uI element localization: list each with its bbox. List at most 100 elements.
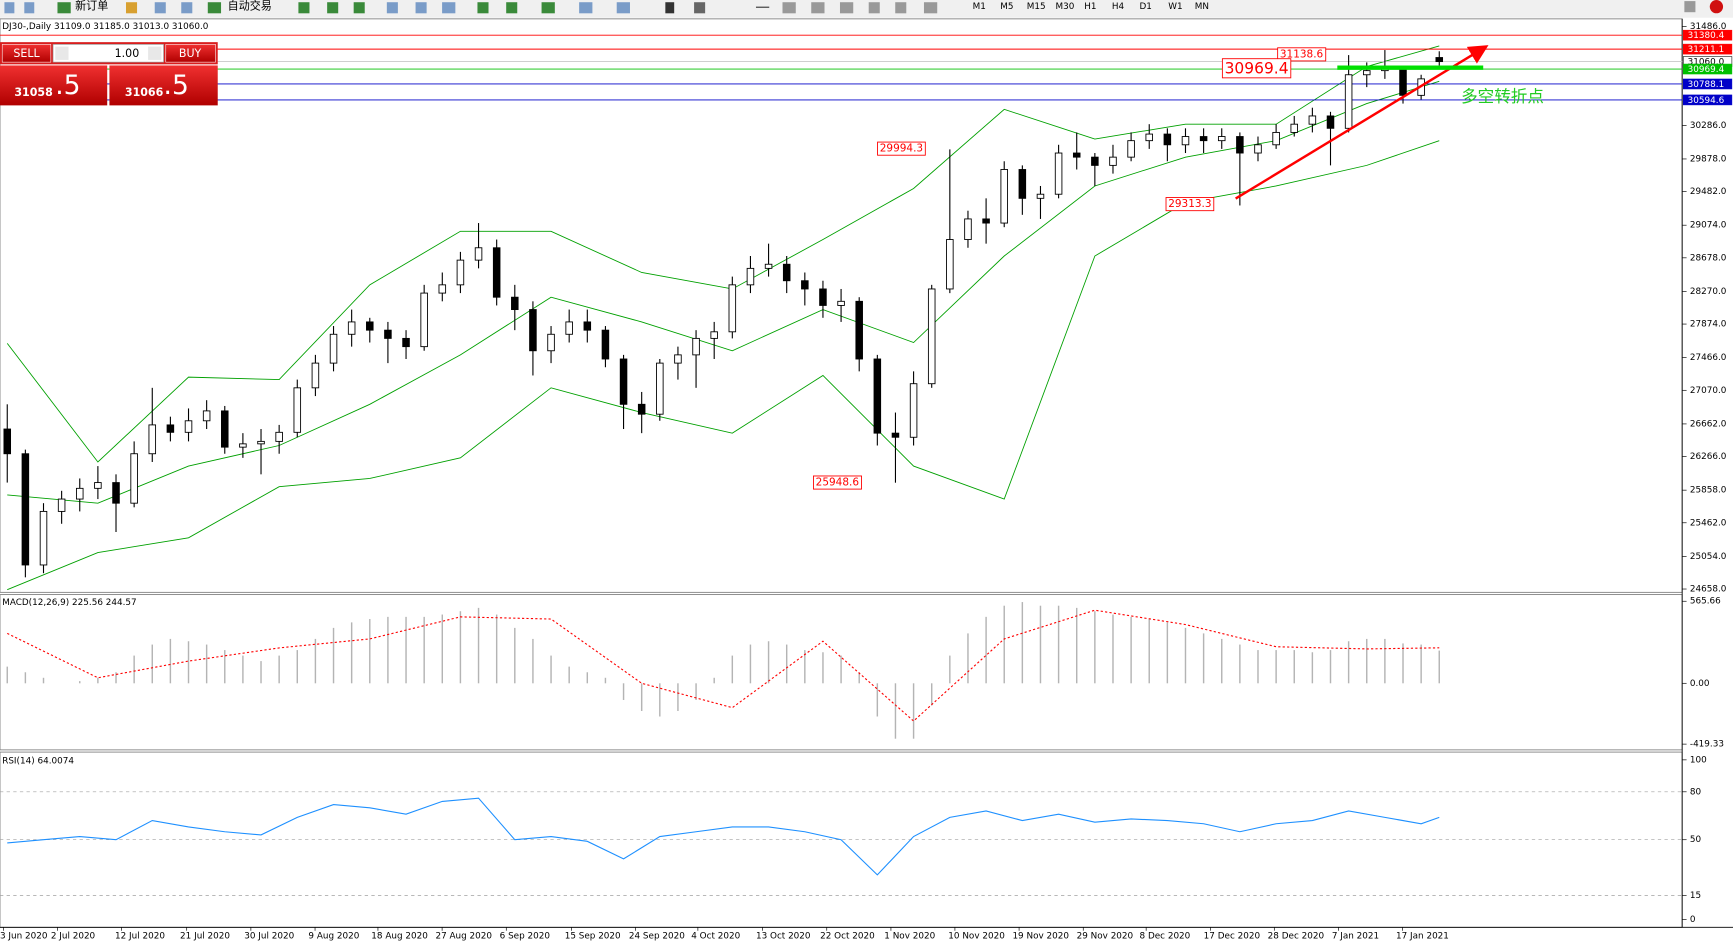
level-label: 30969.4 [1688, 65, 1725, 75]
icon[interactable] [506, 2, 518, 14]
y-tick-label: 565.66 [1690, 597, 1721, 607]
sell-button[interactable] [1, 44, 52, 63]
volume-value[interactable]: 1.00 [115, 47, 140, 60]
candle-body [1163, 133, 1172, 146]
buy-button[interactable] [165, 44, 216, 63]
candle-body [221, 410, 229, 448]
y-tick-label: 29074.0 [1690, 221, 1727, 231]
candle-body [819, 288, 827, 306]
timeframe-button[interactable]: D1 [1139, 2, 1151, 12]
candle-body [456, 259, 465, 286]
icon[interactable] [477, 2, 489, 14]
icon[interactable] [415, 2, 427, 14]
candle-body [529, 309, 537, 352]
candle-body [21, 453, 30, 566]
candle-body [1127, 140, 1135, 158]
y-tick-label: 28678.0 [1690, 253, 1727, 263]
icon[interactable] [4, 2, 15, 14]
sell-price-pip[interactable]: .5 [55, 70, 80, 101]
candle-body [1344, 74, 1353, 129]
volume-input[interactable] [52, 44, 164, 63]
timeframe-button[interactable]: H4 [1112, 2, 1125, 12]
candle-body [927, 288, 936, 385]
icon[interactable] [782, 2, 796, 14]
candle-body [1054, 152, 1063, 195]
timeframe-button[interactable]: M30 [1055, 2, 1074, 12]
icon[interactable] [541, 2, 555, 14]
candle-body [837, 300, 845, 306]
volume-up[interactable] [148, 46, 162, 60]
y-tick-label: 25054.0 [1690, 552, 1727, 562]
level-label: 31380.4 [1688, 31, 1725, 41]
icon[interactable] [125, 2, 138, 14]
icon[interactable] [298, 2, 310, 14]
icon[interactable] [755, 6, 770, 8]
icon[interactable] [811, 2, 825, 14]
sell-price-box[interactable] [0, 65, 108, 106]
toolbar-new-order[interactable]: 新订单 [75, 0, 108, 13]
x-tick-label: 22 Oct 2020 [820, 932, 875, 942]
candle-body [855, 300, 863, 360]
level-label: 30788.1 [1688, 80, 1725, 90]
icon[interactable] [839, 2, 854, 14]
buy-price-pip[interactable]: .5 [164, 70, 189, 101]
candle-body [75, 487, 84, 500]
toolbar-autotrade[interactable]: 自动交易 [228, 0, 272, 13]
timeframe-button[interactable]: M1 [973, 2, 986, 12]
timeframe-button[interactable]: W1 [1168, 2, 1182, 12]
alert-icon[interactable] [1709, 0, 1724, 14]
icon[interactable] [895, 2, 907, 14]
level-tag [1682, 94, 1733, 106]
main-chart: 31486.0 30286.0 29878.0 29482.0 29074.0 28678… [0, 22, 1733, 595]
candle-body [891, 432, 900, 438]
macd-signal [7, 609, 1440, 722]
buy-price-box[interactable] [109, 65, 218, 106]
icon[interactable] [386, 2, 398, 14]
sell-price-main[interactable]: 31058 [14, 86, 53, 99]
y-tick-label: 50 [1690, 835, 1702, 845]
sell-label[interactable]: SELL [13, 47, 40, 60]
icon[interactable] [923, 2, 938, 14]
candle-body [710, 331, 718, 339]
y-tick-label: 25858.0 [1690, 486, 1727, 496]
candle-body [909, 383, 918, 438]
icon[interactable] [442, 2, 456, 14]
icon[interactable] [1684, 1, 1696, 13]
icon[interactable] [24, 2, 35, 14]
buy-label[interactable]: BUY [179, 47, 202, 60]
volume-down[interactable] [55, 46, 69, 60]
callout-text: 多空转折点 [1461, 87, 1544, 106]
price-annotation: 29994.3 [880, 143, 923, 155]
candle-body [1199, 136, 1208, 142]
icon[interactable] [353, 2, 365, 14]
candle-body [130, 453, 138, 504]
icon[interactable] [616, 2, 630, 14]
candle-body [3, 428, 12, 455]
icon[interactable] [694, 2, 706, 14]
y-tick-label: -419.33 [1690, 740, 1724, 750]
timeframe-button[interactable]: M15 [1027, 2, 1046, 12]
x-tick-label: 28 Dec 2020 [1268, 932, 1325, 942]
icon[interactable] [868, 2, 880, 14]
icon[interactable] [181, 2, 193, 14]
x-tick-label: 27 Aug 2020 [435, 932, 492, 942]
one-click-trading: SELL 1.00 BUY 31058 .5 31066 .5 [0, 42, 218, 106]
candle-body [1308, 115, 1317, 125]
icon[interactable] [665, 2, 675, 14]
icon[interactable] [579, 2, 593, 14]
candle-body [1091, 156, 1099, 166]
icon[interactable] [327, 2, 339, 14]
candle-body [601, 329, 610, 360]
price-annotation: 25948.6 [816, 477, 860, 489]
timeframe-button[interactable]: MN [1195, 2, 1209, 12]
icon[interactable] [207, 2, 222, 14]
candle-body [1362, 70, 1371, 76]
level-label: 31060.0 [1688, 58, 1725, 68]
candle-body [619, 358, 628, 405]
buy-price-main[interactable]: 31066 [125, 86, 164, 99]
timeframe-button[interactable]: H1 [1084, 2, 1096, 12]
icon[interactable] [57, 2, 71, 14]
timeframe-button[interactable]: M5 [1000, 2, 1013, 12]
macd-title: MACD(12,26,9) 225.56 244.57 [2, 598, 136, 608]
icon[interactable] [154, 2, 166, 14]
